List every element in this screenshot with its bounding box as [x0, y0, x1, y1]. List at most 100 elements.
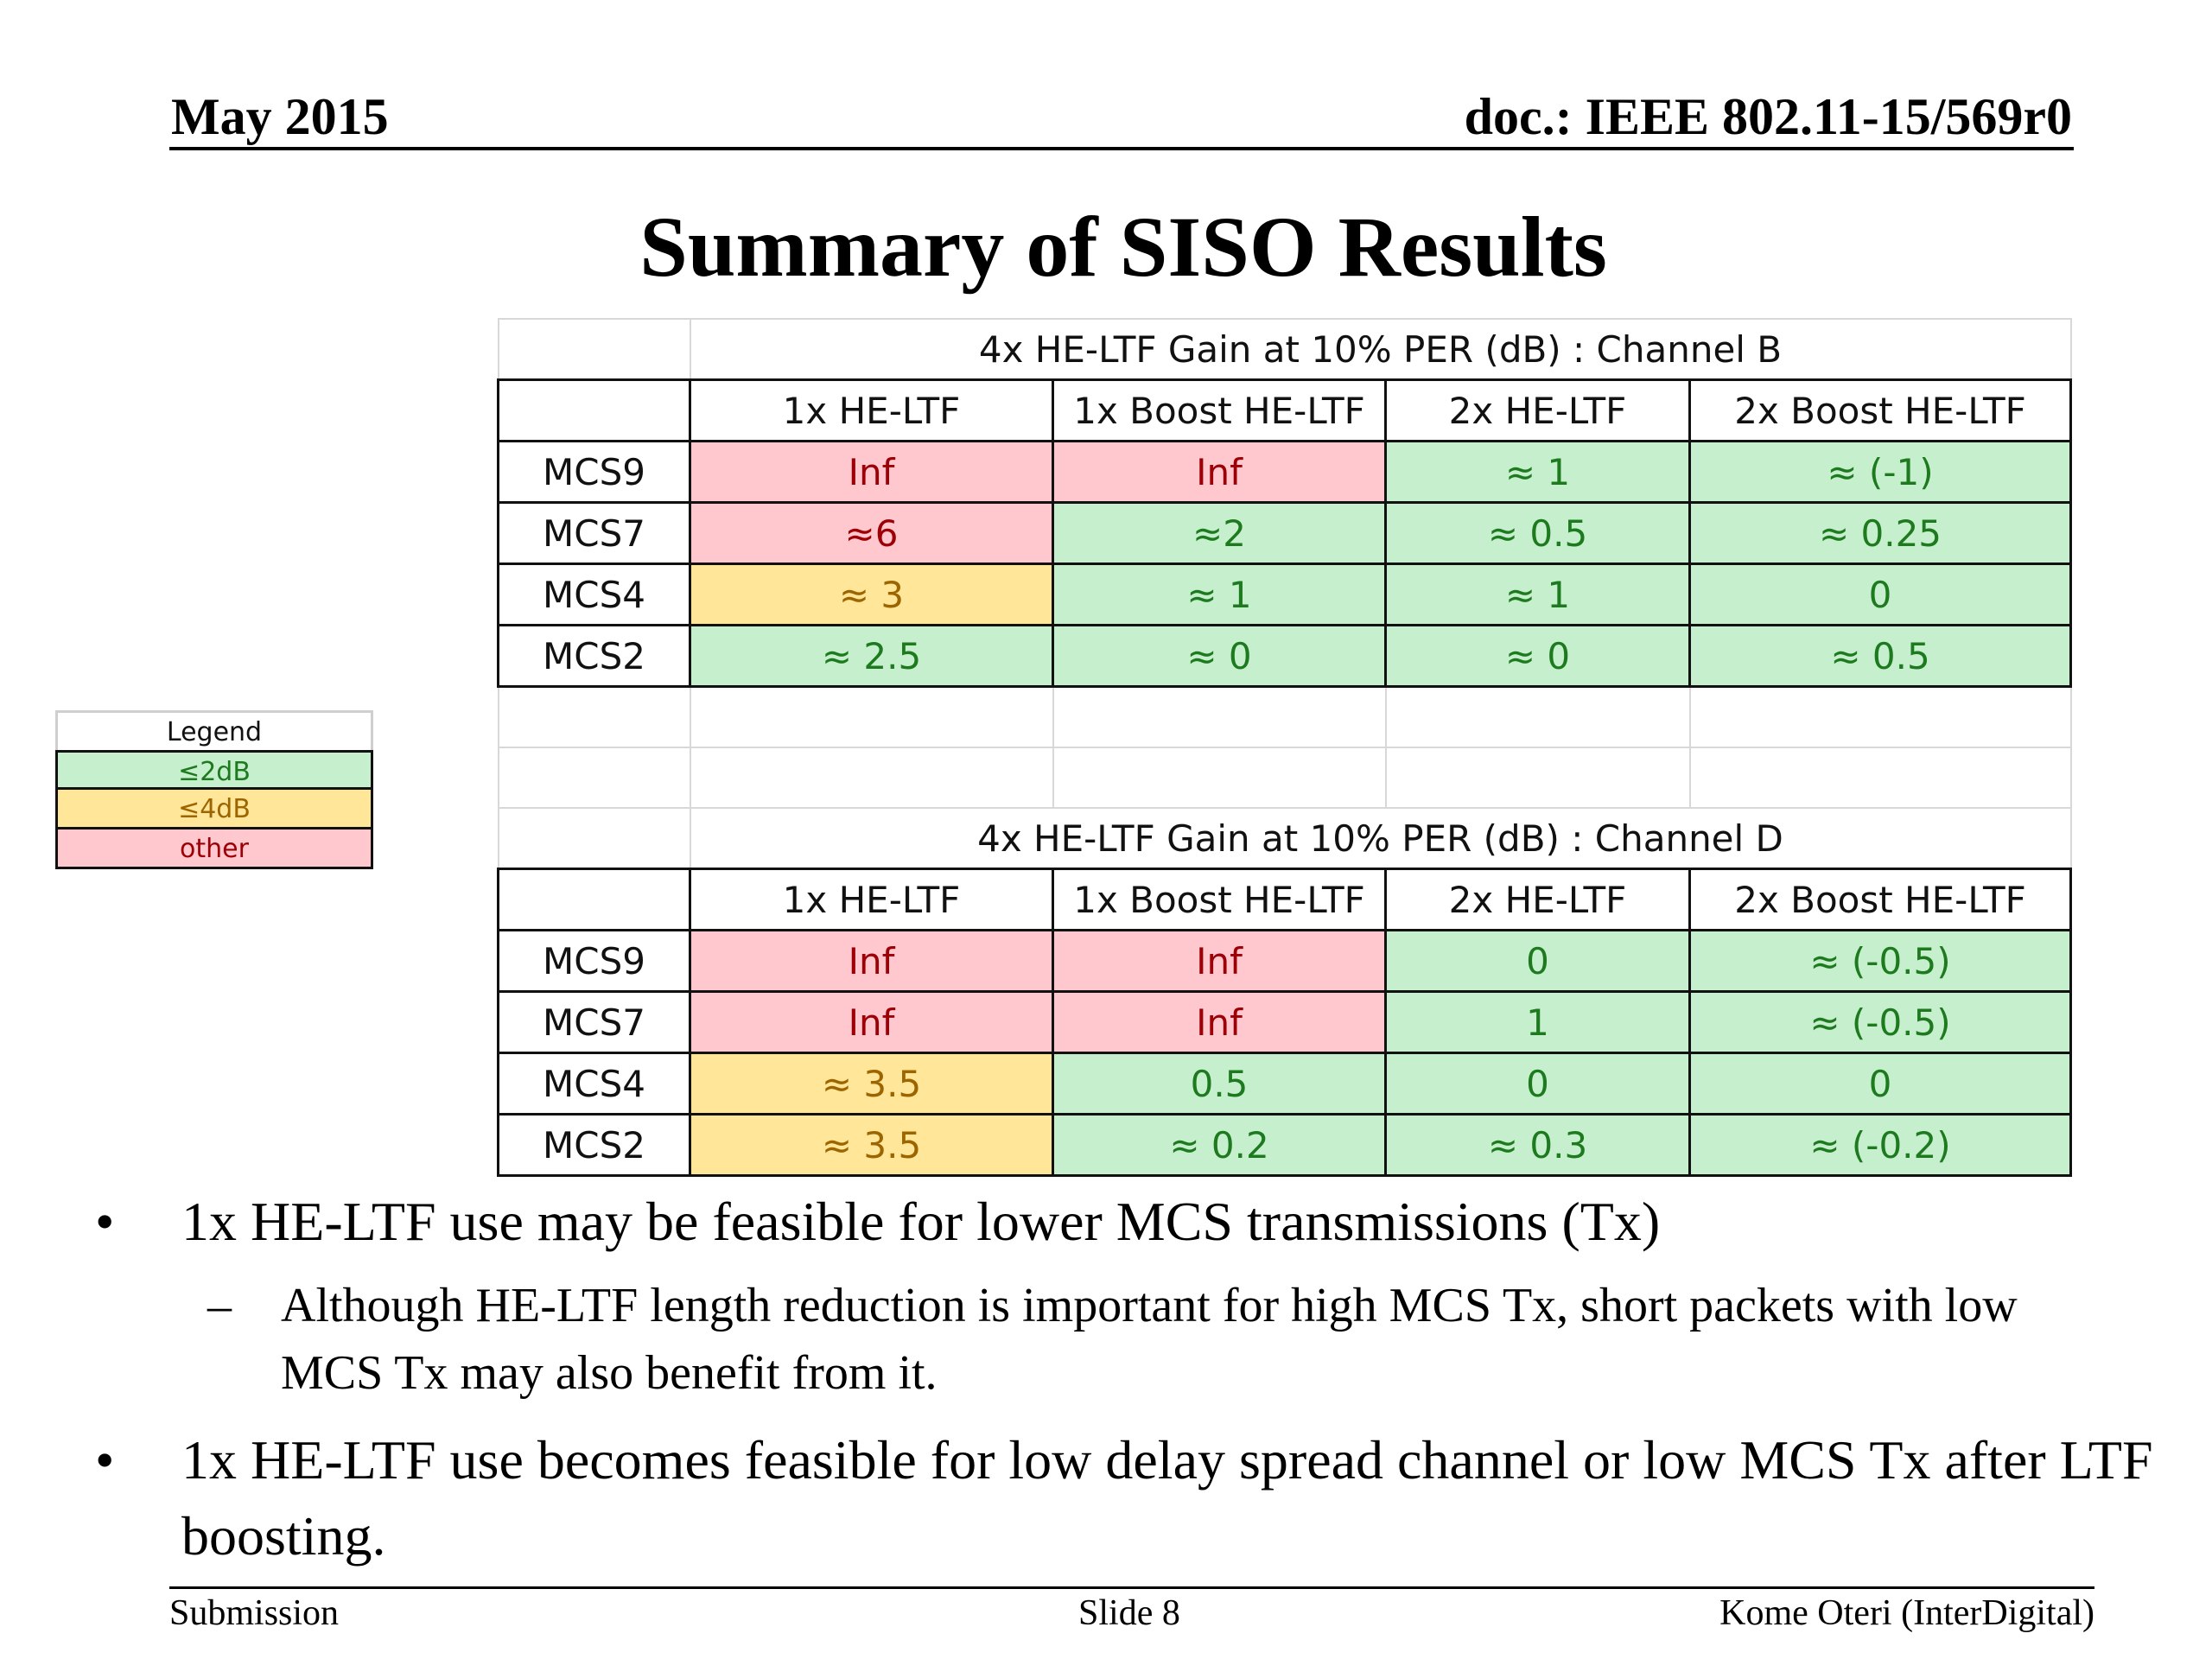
footer-submission: Submission [169, 1593, 340, 1633]
bullet-text-2: 1x HE-LTF use becomes feasible for low d… [181, 1429, 2153, 1567]
header-rule [169, 147, 2074, 150]
sub-bullet-dash: – [207, 1279, 232, 1332]
column-header: 2x Boost HE-LTF [1688, 378, 2072, 442]
column-header: 1x HE-LTF [689, 868, 1054, 931]
legend: Legend ≤2dB ≤4dB other [55, 710, 373, 869]
column-header: 1x Boost HE-LTF [1052, 868, 1387, 931]
table-cell: Inf [689, 990, 1054, 1054]
empty-cell [1384, 685, 1691, 748]
table-row: MCS9 Inf Inf 0 ≈ (-0.5) [497, 929, 2072, 993]
table_b-header-row: 1x HE-LTF 1x Boost HE-LTF 2x HE-LTF 2x Boos… [497, 378, 2072, 442]
caption-corner-cell [497, 807, 691, 870]
legend-title: Legend [55, 710, 373, 750]
row-label: MCS7 [497, 501, 691, 565]
table-cell: Inf [1052, 990, 1387, 1054]
column-header: 1x HE-LTF [689, 378, 1054, 442]
empty-cell [1384, 747, 1691, 809]
row-label: MCS4 [497, 563, 691, 626]
empty-cell [689, 747, 1054, 809]
caption-corner-cell [497, 318, 691, 381]
table-cell: ≈ (-0.2) [1688, 1113, 2072, 1177]
empty-cell [1688, 747, 2072, 809]
row-label: MCS7 [497, 990, 691, 1054]
empty-cell [1688, 685, 2072, 748]
header-corner-cell [497, 868, 691, 931]
table-cell: ≈ 1 [1052, 563, 1387, 626]
table-cell: 0 [1688, 1052, 2072, 1116]
table-cell: Inf [1052, 440, 1387, 504]
footer-rule [169, 1586, 2094, 1589]
table_d-caption-row: 4x HE-LTF Gain at 10% PER (dB) : Channel… [497, 807, 2072, 870]
empty-cell [497, 747, 691, 809]
table-cell: ≈ 3.5 [689, 1113, 1054, 1177]
table-cell: 0.5 [1052, 1052, 1387, 1116]
legend-item-yellow: ≤4dB [55, 790, 373, 830]
bullet-dot: • [95, 1191, 115, 1252]
table_b-caption: 4x HE-LTF Gain at 10% PER (dB) : Channel… [689, 318, 2072, 381]
slide-title: Summary of SISO Results [639, 199, 1607, 295]
table-cell: ≈ 0 [1384, 624, 1691, 688]
bullet-text-1: 1x HE-LTF use may be feasible for lower … [181, 1191, 1661, 1252]
row-label: MCS9 [497, 440, 691, 504]
footer-slide-number: Slide 8 [1078, 1593, 1180, 1633]
table-cell: ≈ 0.2 [1052, 1113, 1387, 1177]
bullet-item-1: • 1x HE-LTF use may be feasible for lowe… [0, 1184, 2212, 1270]
table-cell: ≈ 3.5 [689, 1052, 1054, 1116]
header-corner-cell [497, 378, 691, 442]
table-cell: ≈ 0.3 [1384, 1113, 1691, 1177]
row-label: MCS2 [497, 624, 691, 688]
table-cell: Inf [1052, 929, 1387, 993]
table-cell: 0 [1688, 563, 2072, 626]
table-cell: ≈ (-0.5) [1688, 990, 2072, 1054]
table-cell: ≈ 1 [1384, 563, 1691, 626]
empty-cell [1052, 685, 1387, 748]
table_d-caption: 4x HE-LTF Gain at 10% PER (dB) : Channel… [689, 807, 2072, 870]
sub-bullet-text-1: Although HE-LTF length reduction is impo… [281, 1279, 2018, 1400]
sub-bullet-item-1: – Although HE-LTF length reduction is im… [0, 1272, 2212, 1419]
results-tables: 4x HE-LTF Gain at 10% PER (dB) : Channel… [497, 318, 2072, 1177]
bullet-dot: • [95, 1429, 115, 1491]
table-cell: ≈ 0 [1052, 624, 1387, 688]
column-header: 2x HE-LTF [1384, 868, 1691, 931]
row-label: MCS4 [497, 1052, 691, 1116]
row-label: MCS9 [497, 929, 691, 993]
table-row: MCS9 Inf Inf ≈ 1 ≈ (-1) [497, 440, 2072, 504]
table-cell: ≈ (-1) [1688, 440, 2072, 504]
table-cell: ≈ 0.5 [1384, 501, 1691, 565]
column-header: 2x Boost HE-LTF [1688, 868, 2072, 931]
table-row: MCS2 ≈ 2.5 ≈ 0 ≈ 0 ≈ 0.5 [497, 624, 2072, 688]
table-row: MCS7 ≈6 ≈2 ≈ 0.5 ≈ 0.25 [497, 501, 2072, 565]
bullet-item-2: • 1x HE-LTF use becomes feasible for low… [0, 1422, 2212, 1578]
table_b-caption-row: 4x HE-LTF Gain at 10% PER (dB) : Channel… [497, 318, 2072, 381]
table-cell: 0 [1384, 1052, 1691, 1116]
table-cell: Inf [689, 440, 1054, 504]
table-row: MCS4 ≈ 3.5 0.5 0 0 [497, 1052, 2072, 1116]
table-cell: ≈6 [689, 501, 1054, 565]
table-cell: ≈ 1 [1384, 440, 1691, 504]
empty-cell [689, 685, 1054, 748]
column-header: 2x HE-LTF [1384, 378, 1691, 442]
table-row: MCS7 Inf Inf 1 ≈ (-0.5) [497, 990, 2072, 1054]
legend-item-green: ≤2dB [55, 750, 373, 790]
row-label: MCS2 [497, 1113, 691, 1177]
spacer-row [497, 747, 2072, 809]
table_d-header-row: 1x HE-LTF 1x Boost HE-LTF 2x HE-LTF 2x Boos… [497, 868, 2072, 931]
table-row: MCS2 ≈ 3.5 ≈ 0.2 ≈ 0.3 ≈ (-0.2) [497, 1113, 2072, 1177]
table-cell: ≈ 0.5 [1688, 624, 2072, 688]
header-date: May 2015 [171, 88, 389, 145]
footer-author: Kome Oteri (InterDigital) [1719, 1593, 2094, 1633]
header-doc-number: doc.: IEEE 802.11-15/569r0 [1464, 88, 2072, 145]
empty-cell [497, 685, 691, 748]
legend-item-red: other [55, 830, 373, 869]
table-cell: ≈ 0.25 [1688, 501, 2072, 565]
table-cell: ≈ (-0.5) [1688, 929, 2072, 993]
column-header: 1x Boost HE-LTF [1052, 378, 1387, 442]
table-cell: 1 [1384, 990, 1691, 1054]
table-cell: ≈2 [1052, 501, 1387, 565]
table-cell: ≈ 3 [689, 563, 1054, 626]
table-cell: Inf [689, 929, 1054, 993]
spacer-row [497, 685, 2072, 748]
results-table: 4x HE-LTF Gain at 10% PER (dB) : Channel… [497, 318, 2072, 1177]
table-cell: ≈ 2.5 [689, 624, 1054, 688]
